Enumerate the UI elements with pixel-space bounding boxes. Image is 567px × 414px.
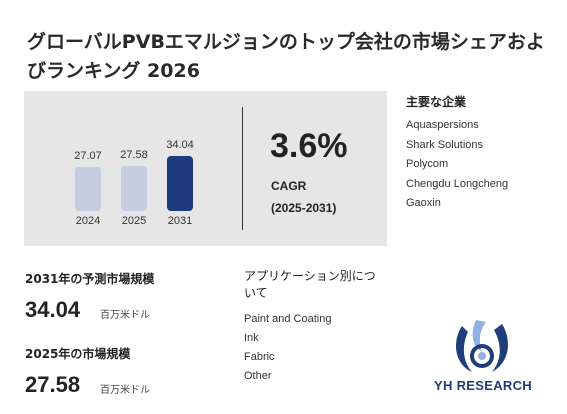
cagr-value: 3.6% xyxy=(270,127,348,165)
applications-title: アプリケーション別について xyxy=(244,269,376,300)
company-item: Shark Solutions xyxy=(406,139,484,151)
bar-value-label: 34.04 xyxy=(166,139,194,151)
bar-category-label: 2025 xyxy=(121,215,147,227)
company-item: Chengdu Longcheng xyxy=(406,178,509,190)
current-size-value: 27.58 xyxy=(25,372,81,397)
current-size-unit: 百万米ドル xyxy=(100,385,150,396)
application-item: Paint and Coating xyxy=(244,313,332,325)
application-item: Ink xyxy=(244,332,259,344)
company-item: Polycom xyxy=(406,158,449,170)
bar xyxy=(167,156,193,211)
bar-value-label: 27.07 xyxy=(74,150,102,162)
yh-research-logo-icon xyxy=(456,320,508,372)
current-size-label: 2025年の市場規模 xyxy=(25,347,131,361)
bar-category-label: 2031 xyxy=(167,215,193,227)
bar-value-label: 27.58 xyxy=(120,149,148,161)
divider xyxy=(242,107,243,230)
cagr-label: CAGR xyxy=(271,179,307,193)
bar-category-label: 2024 xyxy=(75,215,101,227)
logo-text: YH RESEARCH xyxy=(434,378,532,393)
bar xyxy=(75,167,101,211)
company-item: Aquaspersions xyxy=(406,119,479,131)
application-item: Other xyxy=(244,370,272,382)
key-players-title: 主要な企業 xyxy=(406,95,467,109)
bar xyxy=(121,166,147,211)
company-item: Gaoxin xyxy=(406,197,441,209)
forecast-size-unit: 百万米ドル xyxy=(100,310,150,321)
application-item: Fabric xyxy=(244,351,275,363)
forecast-size-label: 2031年の予測市場規模 xyxy=(25,272,155,286)
chart-panel: 27.07 2024 27.58 2025 34.04 2031 3.6% CAGR (2… xyxy=(24,91,387,246)
cagr-period: (2025-2031) xyxy=(271,201,337,215)
page-title: グローバルPVBエマルジョンのトップ会社の市場シェアおよびランキング 2026 xyxy=(27,31,545,82)
forecast-size-value: 34.04 xyxy=(25,297,81,322)
